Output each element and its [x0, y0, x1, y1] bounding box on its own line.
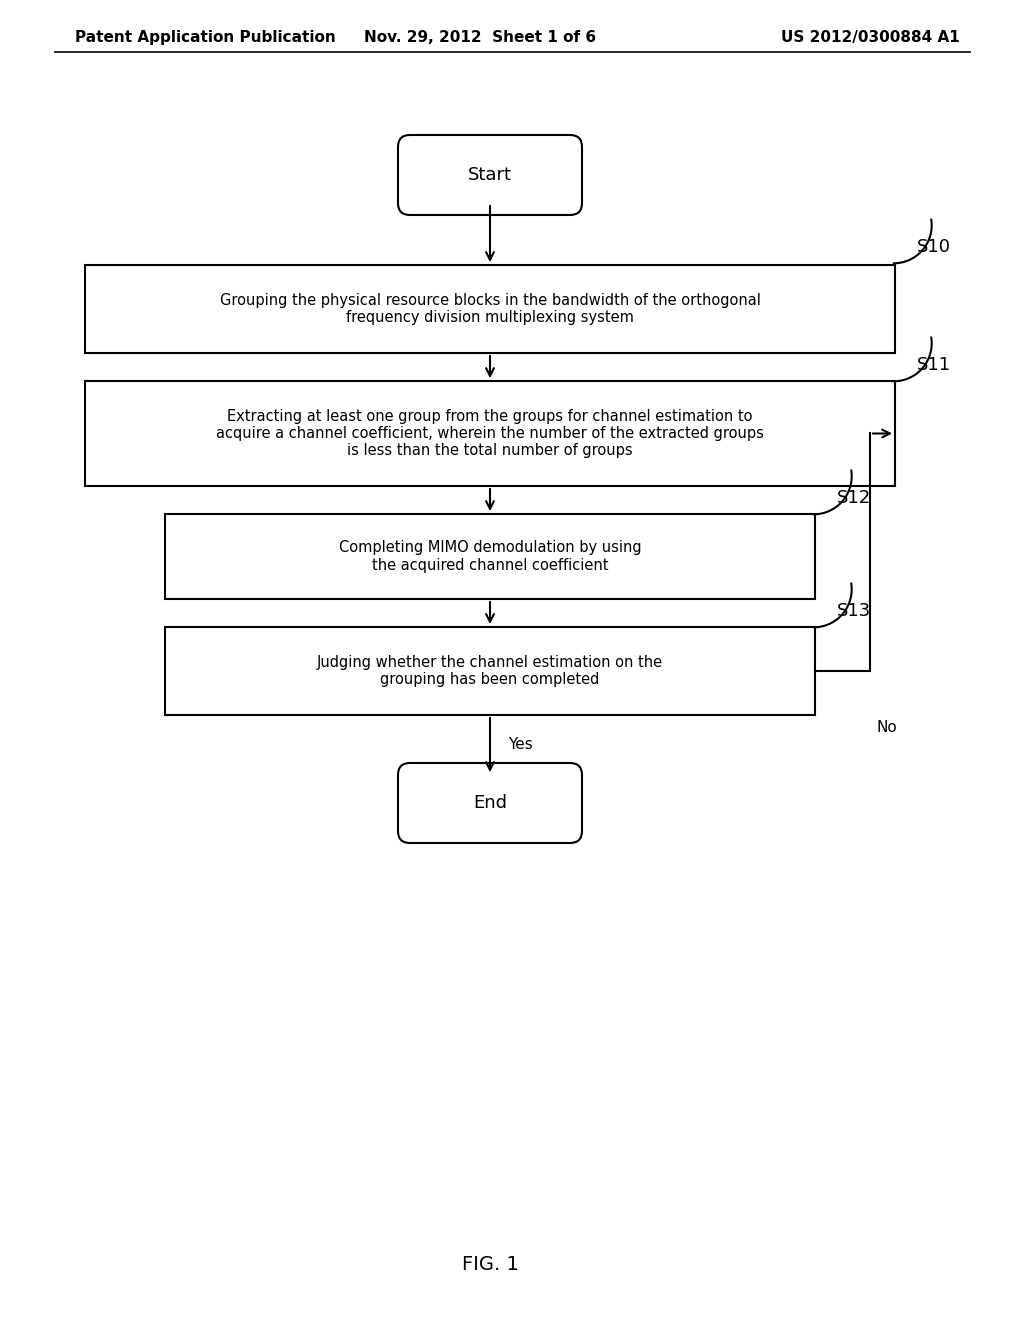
FancyBboxPatch shape: [85, 381, 895, 486]
FancyBboxPatch shape: [85, 265, 895, 352]
Text: S10: S10: [918, 238, 951, 256]
Text: Patent Application Publication: Patent Application Publication: [75, 30, 336, 45]
FancyBboxPatch shape: [398, 135, 582, 215]
Text: S13: S13: [837, 602, 871, 620]
Text: Nov. 29, 2012  Sheet 1 of 6: Nov. 29, 2012 Sheet 1 of 6: [364, 30, 596, 45]
Text: S11: S11: [918, 356, 951, 374]
Text: S12: S12: [837, 488, 871, 507]
Text: US 2012/0300884 A1: US 2012/0300884 A1: [781, 30, 961, 45]
Text: End: End: [473, 795, 507, 812]
Text: Judging whether the channel estimation on the
grouping has been completed: Judging whether the channel estimation o…: [317, 655, 664, 688]
FancyBboxPatch shape: [398, 763, 582, 843]
Text: No: No: [876, 719, 897, 735]
Text: Start: Start: [468, 166, 512, 183]
Text: Grouping the physical resource blocks in the bandwidth of the orthogonal
frequen: Grouping the physical resource blocks in…: [219, 293, 761, 325]
Text: Extracting at least one group from the groups for channel estimation to
acquire : Extracting at least one group from the g…: [216, 409, 764, 458]
FancyBboxPatch shape: [165, 513, 815, 599]
Text: FIG. 1: FIG. 1: [462, 1255, 518, 1275]
Text: Completing MIMO demodulation by using
the acquired channel coefficient: Completing MIMO demodulation by using th…: [339, 540, 641, 573]
Text: Yes: Yes: [508, 738, 532, 752]
FancyBboxPatch shape: [165, 627, 815, 715]
